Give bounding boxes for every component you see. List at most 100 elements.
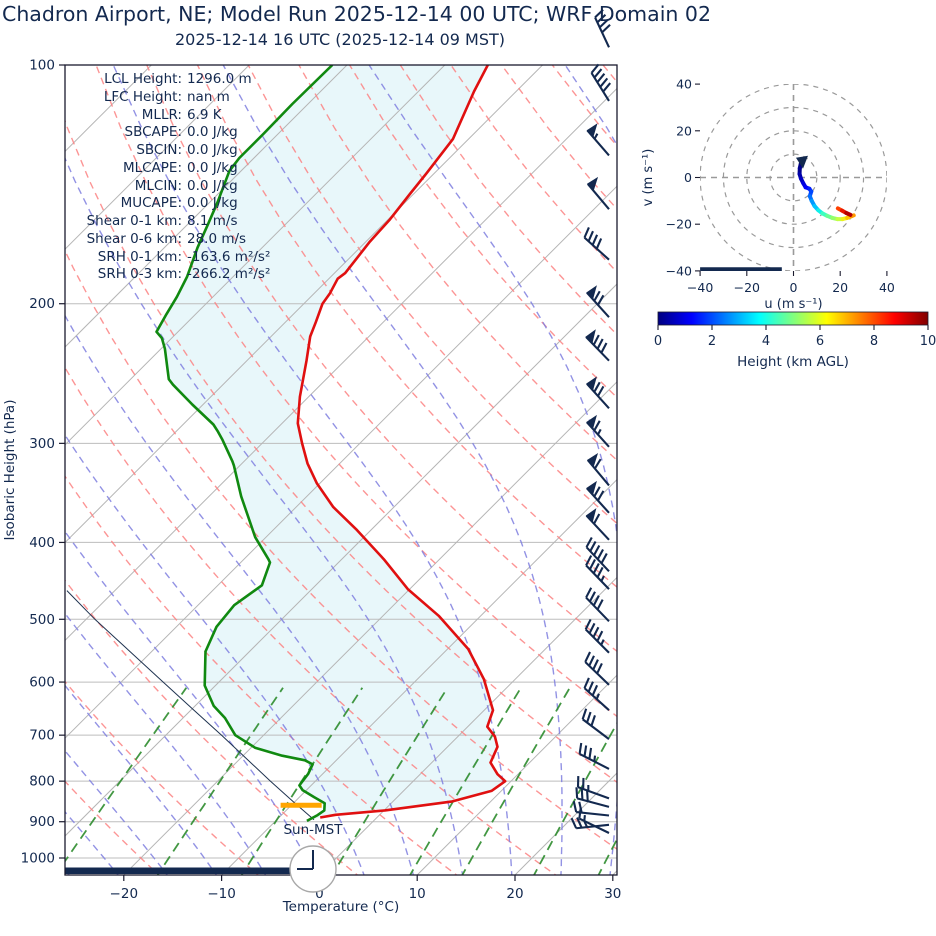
barb-full [588, 747, 593, 760]
isotherm-line [65, 65, 446, 446]
isotherm-line [221, 478, 617, 875]
barb-full [592, 626, 600, 638]
y-tick-label: 400 [29, 535, 55, 551]
wind-barb [576, 776, 610, 800]
barb-half [600, 639, 605, 646]
index-row: MUCAPE: 0.0 J/kg [0, 195, 330, 211]
barb-full [593, 290, 601, 302]
hodo-trace-segment [844, 210, 853, 217]
mixing-ratio-line [533, 721, 617, 875]
barb-full [597, 385, 605, 397]
barb-full [593, 458, 602, 470]
index-row: MLLR: 6.9 K [0, 107, 330, 123]
wind-barb [594, 9, 611, 48]
isotherm-line [65, 185, 617, 739]
y-tick-label: 100 [29, 58, 55, 74]
surface-night-bar [65, 867, 291, 874]
hodo-x-tick-label: −20 [734, 280, 760, 295]
wind-barb [572, 801, 610, 817]
index-value: 28.0 m/s [187, 230, 247, 247]
index-value: -163.6 m²/s² [187, 248, 271, 265]
colorbar-title: Height (km AGL) [737, 354, 849, 370]
wind-barb [586, 376, 610, 410]
barb-full [593, 68, 603, 79]
barb-half [597, 428, 602, 436]
barb-half [593, 755, 597, 762]
barb-full [593, 381, 601, 393]
isotherm-line [123, 381, 617, 875]
barb-full [592, 595, 600, 606]
barb-flag [585, 329, 596, 345]
barb-full [593, 544, 601, 556]
index-label: LCL Height: [104, 71, 182, 87]
dry-adiabat-line [65, 680, 260, 875]
dry-adiabat-line [907, 65, 936, 878]
isotherm-line [612, 870, 617, 875]
barb-full [596, 566, 604, 578]
wind-barb [586, 176, 610, 210]
dry-adiabat-line [654, 65, 936, 878]
y-tick-label: 900 [29, 814, 55, 830]
wind-barb [584, 618, 610, 654]
isotherm-line [319, 576, 617, 875]
dry-adiabat-line [501, 65, 617, 211]
y-tick-label: 700 [29, 728, 55, 744]
barb-full [588, 591, 596, 603]
hodo-range-ring [746, 130, 841, 225]
barb-flag [587, 453, 599, 468]
moist-adiabat-line [65, 314, 415, 875]
hodo-x-tick-label: 20 [832, 280, 848, 295]
barb-full [590, 63, 600, 74]
barb-full [588, 655, 595, 667]
dry-adiabat-line [450, 65, 617, 273]
barb-full [599, 77, 609, 88]
barb-full [585, 587, 593, 599]
parcel-profile-line [66, 590, 315, 821]
barb-full [597, 294, 605, 306]
barb-half [587, 785, 590, 791]
barb-full [593, 420, 601, 431]
barb-full [572, 801, 578, 813]
barb-full [580, 788, 584, 800]
index-value: nan m [187, 88, 230, 105]
barb-half [595, 693, 600, 700]
barb-flag [586, 285, 597, 301]
index-row: SRH 0-1 km: -163.6 m²/s² [0, 249, 330, 265]
barb-full [601, 23, 611, 34]
index-label: SBCAPE: [124, 124, 182, 141]
index-row: MLCIN: 0.0 J/kg [0, 178, 330, 194]
barb-full [596, 73, 606, 83]
colorbar-tick-label: 0 [654, 334, 662, 349]
barb-full [585, 555, 593, 566]
moist-adiabat-line [564, 65, 617, 147]
colorbar-tick-label: 2 [708, 334, 716, 349]
dry-adiabat-line [551, 65, 617, 147]
barb-full [596, 630, 604, 642]
barb-full [596, 338, 604, 350]
hodo-x-tick-label: 40 [879, 280, 895, 295]
moist-adiabat-line [65, 433, 365, 875]
wind-barb [584, 651, 610, 686]
barb-full [596, 599, 604, 610]
dry-adiabat-line [806, 65, 936, 878]
index-label: SRH 0-3 km: [97, 266, 182, 283]
barb-flag [586, 480, 597, 496]
wind-barb [575, 787, 610, 808]
barb-full [587, 681, 594, 693]
wind-barb [578, 807, 610, 834]
x-tick-label: 0 [315, 886, 324, 902]
index-value: -266.2 m²/s² [187, 266, 271, 283]
barb-flag [586, 414, 597, 430]
dry-adiabat-line [857, 65, 936, 878]
index-value: 6.9 K [187, 106, 222, 123]
hodo-x-axis-title: u (m s⁻¹) [764, 297, 822, 312]
y-tick-label: 800 [29, 774, 55, 790]
hodo-x-tick-label: 0 [790, 280, 798, 295]
barb-full [583, 227, 590, 239]
dry-adiabat-line [755, 65, 936, 878]
colorbar-tick-label: 8 [870, 334, 878, 349]
mixing-ratio-line [156, 687, 284, 875]
index-label: MLLR: [141, 106, 182, 123]
x-tick-label: 10 [409, 886, 426, 902]
